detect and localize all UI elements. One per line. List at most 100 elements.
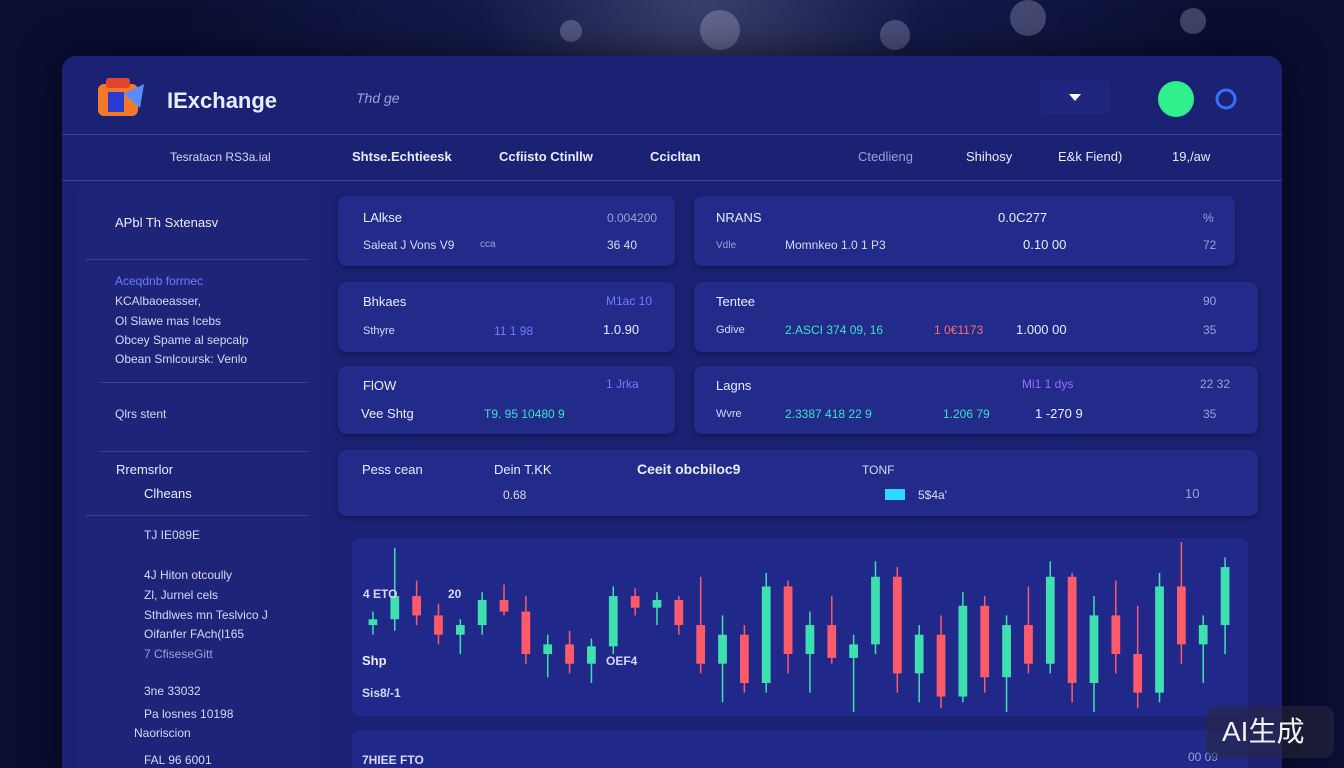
candle-body bbox=[871, 576, 880, 645]
candle-body bbox=[827, 625, 837, 658]
sidebar-item[interactable]: 4J Hiton otcoully bbox=[144, 568, 233, 582]
candle-body bbox=[455, 625, 465, 635]
chart-label: OEF4 bbox=[606, 654, 638, 668]
candle-body bbox=[696, 625, 706, 664]
market-card[interactable] bbox=[694, 366, 1258, 434]
candle-body bbox=[630, 596, 640, 608]
sidebar-item[interactable]: FAL 96 6001 bbox=[144, 753, 212, 767]
candle-body bbox=[674, 599, 684, 626]
market-card[interactable] bbox=[694, 282, 1258, 352]
status-icons[interactable] bbox=[1156, 80, 1246, 118]
divider bbox=[100, 382, 308, 383]
market-card[interactable] bbox=[338, 366, 675, 434]
nav-item[interactable]: Ccicltan bbox=[650, 149, 701, 164]
card-value: 22 32 bbox=[1200, 377, 1231, 391]
sidebar-heading: Rremsrlor bbox=[116, 462, 174, 477]
card-value: 1.0.90 bbox=[603, 322, 640, 337]
nav-item[interactable]: E&k Fiend) bbox=[1058, 149, 1123, 164]
candle-body bbox=[1089, 615, 1099, 684]
candle-body bbox=[543, 644, 553, 655]
candle-body bbox=[565, 644, 574, 664]
card-value: 1 -270 9 bbox=[1035, 406, 1083, 421]
candle-body bbox=[1002, 625, 1011, 678]
bokeh bbox=[1010, 0, 1046, 36]
market-card[interactable] bbox=[338, 196, 675, 266]
candle-body bbox=[1220, 567, 1230, 626]
sidebar-item[interactable]: Sthdlwes mn Teslvico J bbox=[144, 608, 268, 622]
card-value: 35 bbox=[1203, 407, 1217, 421]
sidebar-item[interactable]: Naoriscion bbox=[134, 726, 191, 740]
divider bbox=[100, 451, 308, 452]
sidebar-item[interactable]: Obean Smlcoursk: Venlo bbox=[115, 352, 248, 366]
sidebar-item[interactable]: KCAlbaoeasser, bbox=[115, 294, 202, 308]
nav-item[interactable]: Tesratacn RS3a.ial bbox=[170, 150, 271, 164]
candle-body bbox=[587, 646, 596, 664]
candle-body bbox=[1155, 586, 1164, 693]
card-value: 72 bbox=[1203, 238, 1217, 252]
info-value: 0.68 bbox=[503, 488, 527, 502]
card-title: Tentee bbox=[716, 294, 756, 309]
card-value: % bbox=[1203, 211, 1214, 225]
nav-item[interactable]: Ccfiisto Ctinllw bbox=[499, 149, 593, 164]
divider bbox=[86, 515, 308, 516]
nav-item[interactable]: Shihosy bbox=[966, 149, 1013, 164]
info-label: TONF bbox=[862, 463, 895, 477]
sidebar-item[interactable]: Zl, Jurnel cels bbox=[144, 588, 219, 602]
card-title: Lagns bbox=[716, 378, 752, 393]
bokeh bbox=[880, 20, 910, 50]
candle-body bbox=[740, 634, 749, 684]
card-value: 36 40 bbox=[607, 238, 638, 252]
card-label: Saleat J Vons V9 bbox=[363, 238, 455, 252]
sidebar-item[interactable]: 3ne 33032 bbox=[144, 684, 201, 698]
market-card[interactable] bbox=[694, 196, 1235, 266]
sidebar-item[interactable]: Obcey Spame al sepcalp bbox=[115, 333, 249, 347]
candle-body bbox=[434, 615, 443, 635]
candle-body bbox=[718, 634, 727, 664]
info-value: 5$4a' bbox=[918, 488, 947, 502]
nav-item[interactable]: Ctedlieng bbox=[858, 149, 913, 164]
card-label: Momnkeo 1.0 1 P3 bbox=[785, 238, 886, 252]
card-value: 11 1 98 bbox=[494, 324, 534, 338]
dropdown[interactable] bbox=[1040, 80, 1110, 114]
card-value: 0.0C277 bbox=[998, 210, 1048, 225]
candle-body bbox=[477, 599, 487, 626]
candle-body bbox=[368, 619, 378, 626]
candle-body bbox=[521, 611, 531, 655]
card-label: cca bbox=[480, 239, 496, 250]
sidebar-item[interactable]: Aceqdnb forrnec bbox=[115, 274, 204, 288]
candle-body bbox=[849, 644, 858, 658]
sidebar-item[interactable]: Ol Slawe mas Icebs bbox=[115, 314, 222, 328]
sidebar-item[interactable]: Clheans bbox=[144, 486, 192, 501]
sidebar-item[interactable]: Pa losnes 10198 bbox=[144, 707, 234, 721]
sidebar-item[interactable]: Oifanfer FAch(l165 bbox=[144, 627, 245, 641]
info-label: Pess cean bbox=[362, 462, 423, 477]
card-value: M1ac 10 bbox=[606, 294, 653, 308]
market-card[interactable] bbox=[338, 282, 675, 352]
card-value: 90 bbox=[1203, 294, 1217, 308]
divider bbox=[62, 134, 1282, 135]
divider bbox=[62, 180, 1282, 181]
sidebar-item[interactable]: TJ IE089E bbox=[144, 528, 201, 542]
bokeh bbox=[560, 20, 582, 42]
card-label: Vdle bbox=[716, 240, 737, 251]
sidebar-item[interactable]: Qlrs stent bbox=[115, 407, 167, 421]
candle-body bbox=[1133, 654, 1143, 693]
chart-area bbox=[352, 538, 1248, 716]
nav-item[interactable]: 19,/aw bbox=[1172, 149, 1211, 164]
chart-label: Shp bbox=[362, 653, 387, 668]
candle-body bbox=[892, 576, 902, 674]
search-box[interactable]: Thd ge bbox=[356, 90, 400, 106]
chart-label: Sis8/-1 bbox=[362, 686, 401, 700]
card-value: 1 Jrka bbox=[606, 377, 639, 391]
footer-label: 7HIEE FTO bbox=[362, 753, 424, 767]
card-title: Bhkaes bbox=[363, 294, 407, 309]
sidebar-item[interactable]: 7 CfiseseGitt bbox=[144, 647, 213, 661]
bottom-panel bbox=[352, 730, 1248, 768]
card-value: 2.3387 418 22 9 bbox=[785, 407, 872, 421]
card-title: FlOW bbox=[363, 378, 397, 393]
bokeh bbox=[700, 10, 740, 50]
candle-body bbox=[652, 599, 662, 608]
nav-item[interactable]: Shtse.Echtieesk bbox=[352, 149, 452, 164]
candle-body bbox=[1111, 615, 1121, 655]
